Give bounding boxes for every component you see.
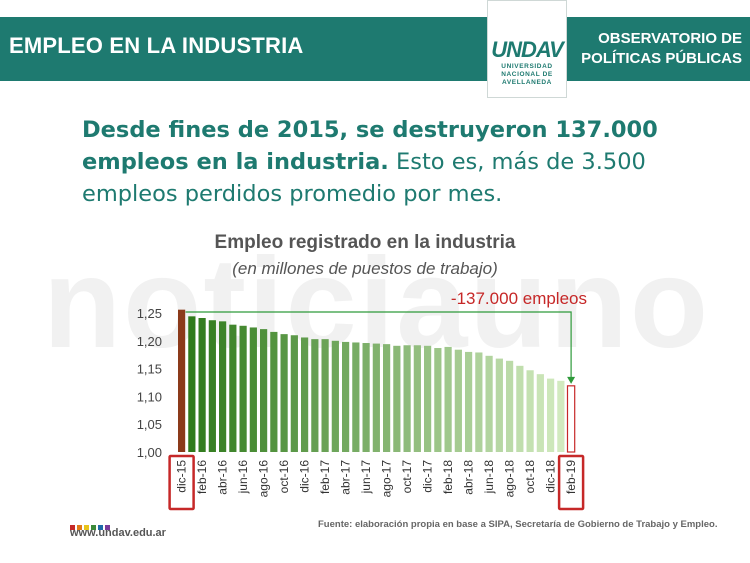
bar-dic-16 bbox=[301, 337, 309, 452]
headline-bold: Desde fines de 2015, se destruyeron 137.… bbox=[82, 117, 658, 175]
x-tick-label: oct-16 bbox=[277, 460, 291, 494]
annotation-label: -137.000 empleos bbox=[451, 289, 587, 308]
x-tick-label: ago-16 bbox=[257, 460, 271, 498]
bar-abr-17 bbox=[342, 341, 350, 452]
bar-may-17 bbox=[352, 342, 360, 452]
x-tick-label: oct-17 bbox=[400, 460, 414, 494]
bar-feb-18 bbox=[444, 346, 452, 452]
y-tick-label: 1,05 bbox=[137, 417, 162, 432]
logo-mark: UNDAV bbox=[491, 37, 564, 62]
bar-jul-17 bbox=[372, 343, 380, 452]
header-bar bbox=[0, 17, 750, 81]
highlight-box-dic-15 bbox=[168, 454, 195, 511]
brand-dot bbox=[70, 525, 75, 530]
trend-arrow-line bbox=[185, 311, 572, 378]
x-tick-label: jun-16 bbox=[236, 460, 250, 495]
footer-site: www.undav.edu.ar bbox=[70, 527, 166, 539]
bar-nov-17 bbox=[413, 345, 421, 452]
x-tick-label: ago-18 bbox=[503, 460, 517, 498]
headline: Desde fines de 2015, se destruyeron 137.… bbox=[82, 114, 722, 210]
x-tick-label: jun-18 bbox=[482, 460, 496, 495]
x-tick-label: dic-18 bbox=[544, 460, 558, 493]
bar-nov-18 bbox=[536, 374, 544, 452]
bar-oct-16 bbox=[280, 334, 288, 452]
bar-mar-16 bbox=[208, 320, 216, 452]
highlight-box-feb-19 bbox=[557, 454, 585, 511]
x-tick-label: feb-16 bbox=[195, 460, 209, 494]
chart-subtitle: (en millones de puestos de trabajo) bbox=[232, 259, 498, 278]
bar-ene-16 bbox=[188, 316, 196, 452]
x-tick-label: jun-17 bbox=[359, 460, 373, 495]
bar-jun-16 bbox=[239, 325, 247, 452]
x-tick-label: feb-17 bbox=[318, 460, 332, 494]
brand-dot bbox=[77, 525, 82, 530]
x-tick-label: abr-17 bbox=[339, 460, 353, 495]
observatorio-line-1: OBSERVATORIO DE bbox=[598, 30, 742, 47]
trend-arrow-head bbox=[567, 376, 576, 384]
observatorio-title: OBSERVATORIO DE POLÍTICAS PÚBLICAS bbox=[562, 29, 742, 69]
bar-nov-16 bbox=[290, 335, 298, 452]
bar-oct-17 bbox=[403, 345, 411, 452]
header-title: EMPLEO EN LA INDUSTRIA bbox=[9, 33, 304, 58]
x-tick-label: abr-18 bbox=[462, 460, 476, 495]
bar-jun-18 bbox=[485, 355, 493, 452]
logo-line-1: UNIVERSIDAD bbox=[501, 63, 553, 70]
bar-may-18 bbox=[475, 352, 483, 452]
headline-regular: Esto es, más de 3.500 empleos perdidos p… bbox=[82, 149, 646, 207]
bar-dic-18 bbox=[547, 378, 555, 452]
bar-ago-16 bbox=[260, 329, 268, 452]
x-tick-label: dic-15 bbox=[175, 460, 189, 493]
x-tick-label: abr-16 bbox=[216, 460, 230, 495]
bar-feb-17 bbox=[321, 339, 329, 452]
brand-dot bbox=[105, 525, 110, 530]
bar-sep-18 bbox=[516, 365, 524, 452]
x-tick-label: oct-18 bbox=[523, 460, 537, 494]
bar-oct-18 bbox=[526, 370, 534, 452]
bar-abr-16 bbox=[219, 321, 227, 452]
bar-dic-17 bbox=[424, 345, 432, 452]
x-tick-label: feb-19 bbox=[564, 460, 578, 494]
bar-ene-17 bbox=[311, 339, 319, 452]
bar-feb-19 bbox=[566, 385, 576, 453]
logo-line-3: AVELLANEDA bbox=[502, 79, 552, 86]
y-tick-label: 1,25 bbox=[137, 306, 162, 321]
bar-dic-15 bbox=[178, 309, 186, 452]
observatorio-line-2: POLÍTICAS PÚBLICAS bbox=[581, 50, 742, 67]
bar-jul-18 bbox=[495, 358, 503, 452]
brand-dot bbox=[98, 525, 103, 530]
bar-sep-16 bbox=[270, 331, 278, 452]
bar-ene-18 bbox=[434, 348, 442, 452]
bar-sep-17 bbox=[393, 345, 401, 452]
y-tick-label: 1,20 bbox=[137, 334, 162, 349]
x-tick-label: dic-17 bbox=[421, 460, 435, 493]
brand-dot bbox=[84, 525, 89, 530]
x-tick-label: ago-17 bbox=[380, 460, 394, 498]
bar-mar-17 bbox=[331, 340, 339, 452]
bar-ago-18 bbox=[506, 360, 514, 452]
y-tick-label: 1,15 bbox=[137, 362, 162, 377]
x-tick-label: dic-16 bbox=[298, 460, 312, 493]
bar-jul-16 bbox=[249, 327, 257, 452]
chart-title: Empleo registrado en la industria bbox=[214, 232, 516, 253]
bar-ene-19 bbox=[557, 380, 565, 452]
bar-abr-18 bbox=[465, 351, 473, 452]
undav-logo: UNDAV UNIVERSIDAD NACIONAL DE AVELLANEDA bbox=[487, 0, 567, 98]
bar-mar-18 bbox=[454, 349, 462, 452]
x-tick-label: feb-18 bbox=[441, 460, 455, 494]
y-tick-label: 1,10 bbox=[137, 389, 162, 404]
brand-dots bbox=[70, 517, 112, 530]
y-tick-label: 1,00 bbox=[137, 445, 162, 460]
bar-ago-17 bbox=[383, 344, 391, 452]
bar-jun-17 bbox=[362, 343, 370, 452]
footer-source: Fuente: elaboración propia en base a SIP… bbox=[318, 519, 718, 530]
bar-may-16 bbox=[229, 324, 237, 452]
logo-line-2: NACIONAL DE bbox=[501, 71, 553, 78]
bar-feb-16 bbox=[198, 318, 206, 452]
brand-dot bbox=[91, 525, 96, 530]
